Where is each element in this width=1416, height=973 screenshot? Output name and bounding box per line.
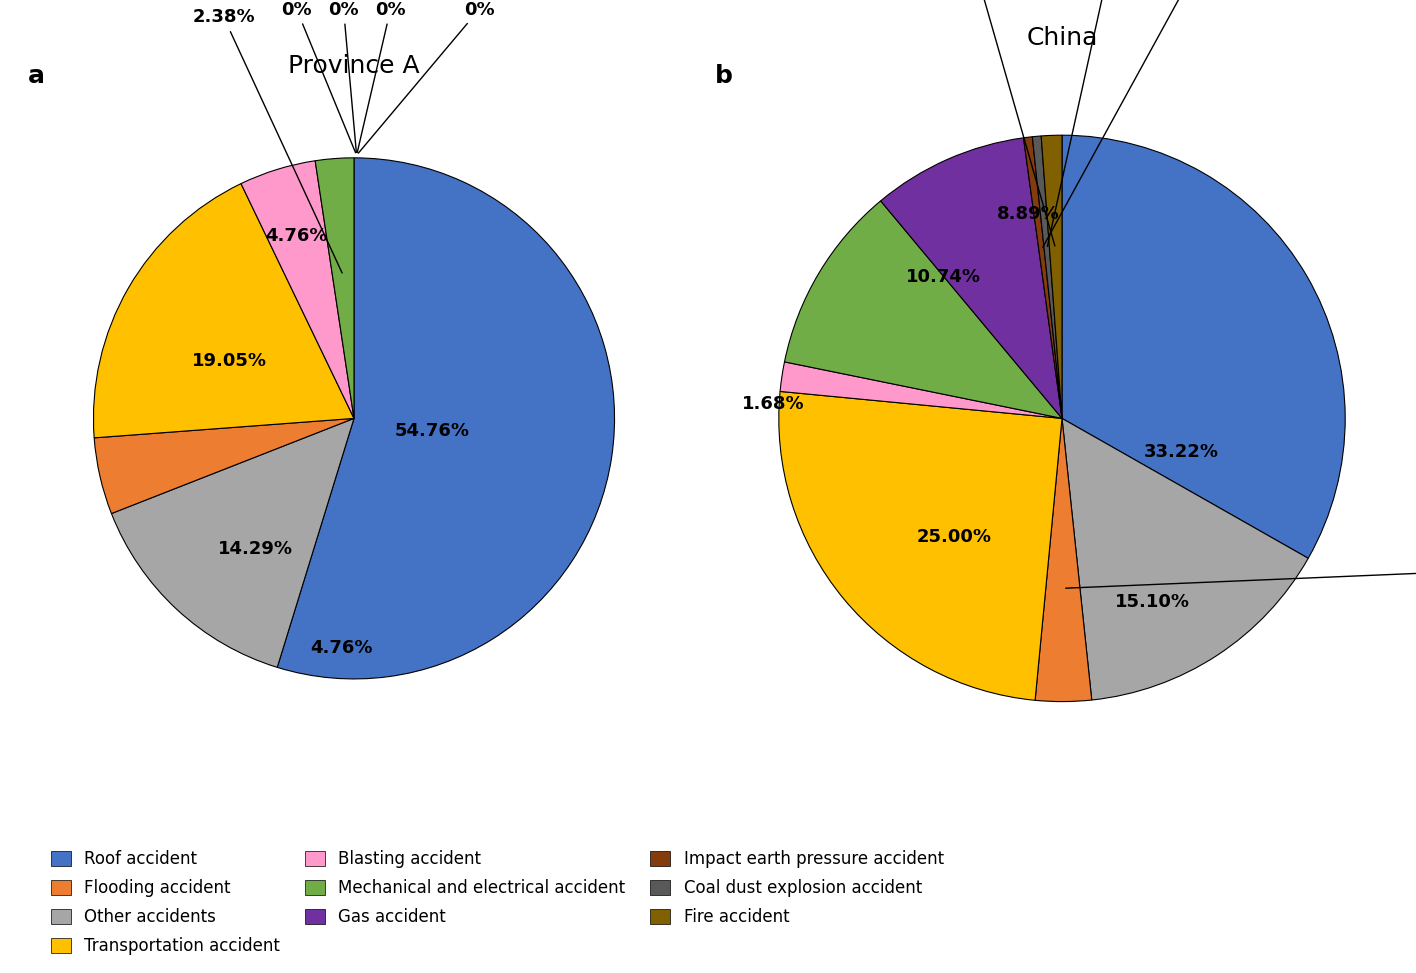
Text: 0%: 0% [357, 1, 406, 153]
Legend: Roof accident, Flooding accident, Other accidents, Transportation accident, Blas: Roof accident, Flooding accident, Other … [51, 850, 944, 955]
Wedge shape [881, 138, 1062, 418]
Text: 1.68%: 1.68% [742, 395, 804, 414]
Text: 14.29%: 14.29% [218, 540, 293, 558]
Text: 19.05%: 19.05% [191, 352, 266, 370]
Title: China: China [1027, 26, 1097, 50]
Wedge shape [1041, 135, 1062, 418]
Wedge shape [784, 200, 1062, 418]
Wedge shape [1062, 135, 1345, 559]
Text: 0%: 0% [358, 1, 494, 153]
Text: 54.76%: 54.76% [395, 422, 470, 441]
Wedge shape [316, 158, 354, 418]
Wedge shape [1032, 136, 1062, 418]
Text: 4.76%: 4.76% [310, 638, 372, 657]
Text: 8.89%: 8.89% [997, 205, 1059, 224]
Text: 0.50%: 0.50% [1042, 0, 1223, 247]
Wedge shape [779, 391, 1062, 701]
Wedge shape [112, 418, 354, 667]
Wedge shape [780, 362, 1062, 418]
Text: 3.19%: 3.19% [1066, 560, 1416, 589]
Text: 33.22%: 33.22% [1144, 444, 1218, 461]
Wedge shape [1024, 137, 1062, 418]
Wedge shape [93, 184, 354, 438]
Wedge shape [241, 161, 354, 418]
Text: 25.00%: 25.00% [918, 528, 991, 546]
Wedge shape [95, 418, 354, 514]
Text: 2.38%: 2.38% [193, 9, 343, 273]
Text: b: b [715, 63, 733, 88]
Text: 0%: 0% [329, 1, 358, 153]
Text: 4.76%: 4.76% [265, 227, 329, 245]
Text: 0%: 0% [282, 1, 355, 153]
Wedge shape [278, 158, 615, 679]
Wedge shape [1062, 418, 1308, 700]
Text: 1.17%: 1.17% [946, 0, 1055, 246]
Wedge shape [1035, 418, 1092, 702]
Text: 15.10%: 15.10% [1116, 594, 1189, 611]
Text: 10.74%: 10.74% [906, 268, 980, 286]
Text: a: a [28, 63, 45, 88]
Title: Province A: Province A [289, 54, 419, 78]
Text: 0.50%: 0.50% [1048, 0, 1138, 246]
